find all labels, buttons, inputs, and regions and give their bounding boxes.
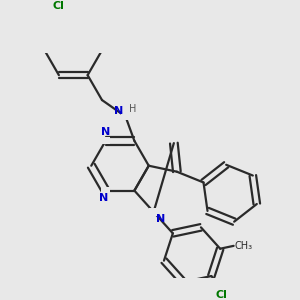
Bar bbox=[149, 208, 158, 216]
Text: H: H bbox=[129, 103, 136, 113]
Text: N: N bbox=[101, 127, 110, 137]
Text: N: N bbox=[114, 106, 124, 116]
Text: CH₃: CH₃ bbox=[235, 241, 253, 251]
Text: Cl: Cl bbox=[215, 290, 227, 300]
Bar bbox=[121, 113, 130, 120]
Text: N: N bbox=[156, 214, 165, 224]
Text: Cl: Cl bbox=[52, 1, 64, 11]
Bar bbox=[101, 187, 110, 194]
Bar bbox=[101, 137, 110, 144]
Text: N: N bbox=[99, 193, 108, 202]
